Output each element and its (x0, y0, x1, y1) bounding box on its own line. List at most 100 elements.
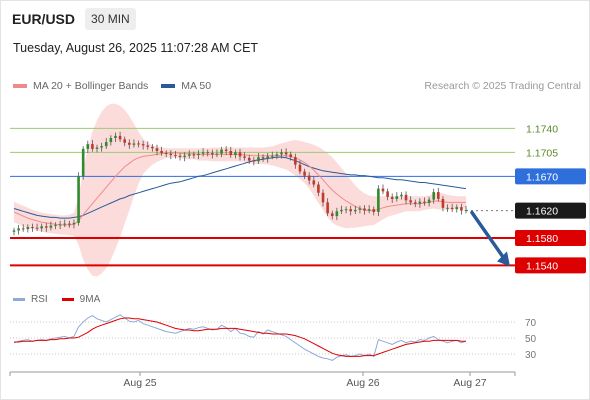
candle-body (363, 208, 366, 211)
ma50-line (13, 156, 467, 219)
candle-body (220, 149, 223, 154)
candle-body (257, 157, 260, 162)
candle-body (441, 198, 445, 208)
candle-body (40, 226, 43, 229)
bollinger-band (14, 103, 466, 277)
price-legend: MA 20 + Bollinger Bands MA 50 (13, 80, 224, 92)
candle-body (238, 152, 242, 157)
candle-body (17, 228, 20, 231)
candle-body (164, 153, 168, 155)
candle-body (243, 156, 246, 158)
candle-body (294, 157, 297, 165)
price-label-1.1620: 1.1620 (526, 206, 558, 218)
candle-body (289, 154, 293, 158)
candle-body (137, 143, 140, 145)
legend-item-ma20: MA 20 + Bollinger Bands (13, 80, 148, 92)
ma50-legend-label: MA 50 (181, 80, 212, 92)
rsi-swatch (13, 298, 25, 301)
candle-body (68, 223, 71, 225)
candle-body (335, 211, 339, 217)
candle-body (118, 135, 122, 140)
candle-body (404, 194, 408, 201)
candle-body (187, 154, 191, 156)
candle-body (377, 188, 380, 212)
candle-body (123, 139, 126, 143)
timeframe-badge[interactable]: 30 MIN (85, 8, 136, 30)
candles-group (12, 131, 468, 236)
candle-body (31, 227, 34, 229)
candle-body (367, 209, 371, 211)
candle-body (344, 209, 348, 211)
candle-body (460, 207, 463, 211)
rsi-line (13, 314, 467, 361)
candle-body (95, 147, 99, 149)
candle-body (326, 202, 329, 214)
candle-body (26, 227, 30, 230)
candle-body (464, 209, 468, 211)
candle-body (234, 152, 237, 156)
candle-body (100, 146, 103, 148)
candle-body (413, 202, 417, 204)
candle-body (146, 145, 150, 147)
price-label-1.1705: 1.1705 (526, 147, 558, 159)
candle-body (229, 150, 233, 156)
candle-body (455, 207, 459, 210)
candle-body (432, 192, 436, 200)
chart-header: EUR/USD 30 MIN (6, 8, 136, 30)
candle-body (340, 209, 343, 212)
price-label-box-1.1670 (515, 168, 586, 185)
candle-body (49, 225, 53, 228)
rsi-tick-70: 70 (525, 318, 537, 329)
candle-body (35, 227, 39, 229)
candle-body (63, 223, 67, 225)
candle-body (174, 155, 177, 157)
candle-body (104, 142, 108, 147)
ma20-swatch (13, 84, 27, 88)
candle-body (266, 156, 269, 159)
price-label-1.1740: 1.1740 (526, 123, 558, 135)
price-label-1.1670: 1.1670 (526, 171, 558, 183)
candle-body (178, 155, 182, 158)
candle-body (450, 207, 454, 210)
price-label-1.1580: 1.1580 (526, 233, 558, 245)
candle-body (390, 196, 394, 199)
rsi-ma-line (14, 317, 466, 357)
x-tick-label: Aug 25 (123, 377, 156, 389)
candle-body (437, 192, 440, 199)
candle-body (183, 155, 186, 158)
candle-body (128, 142, 131, 145)
forecast-arrow-head (497, 251, 510, 267)
candle-body (77, 176, 80, 223)
price-label-box-1.1580 (515, 229, 586, 246)
candle-body (215, 153, 219, 155)
candle-body (155, 148, 159, 151)
candle-body (395, 196, 399, 199)
candle-body (261, 157, 265, 159)
datetime-label: Tuesday, August 26, 2025 11:07:28 AM CET (13, 41, 259, 55)
candle-body (81, 148, 85, 177)
candle-body (284, 152, 288, 155)
candle-body (21, 228, 25, 230)
rsi-tick-30: 30 (525, 350, 537, 361)
ma50-swatch (161, 84, 176, 88)
candle-body (446, 207, 449, 209)
candle-body (141, 144, 145, 146)
candle-body (317, 184, 320, 193)
forecast-arrow-shaft (470, 210, 506, 261)
candle-body (86, 144, 90, 149)
candle-body (280, 152, 283, 155)
symbol-label[interactable]: EUR/USD (12, 11, 76, 27)
legend-item-rsi: RSI (13, 294, 48, 305)
candle-body (349, 209, 352, 212)
candle-body (169, 153, 173, 156)
candle-body (201, 152, 205, 154)
candle-body (197, 153, 200, 156)
candle-body (381, 188, 385, 192)
candle-body (354, 209, 357, 212)
candle-body (275, 154, 279, 156)
x-tick-label: Aug 27 (453, 377, 486, 389)
candle-body (211, 153, 214, 155)
candle-body (58, 224, 62, 226)
price-label-box-1.1620 (515, 202, 586, 219)
